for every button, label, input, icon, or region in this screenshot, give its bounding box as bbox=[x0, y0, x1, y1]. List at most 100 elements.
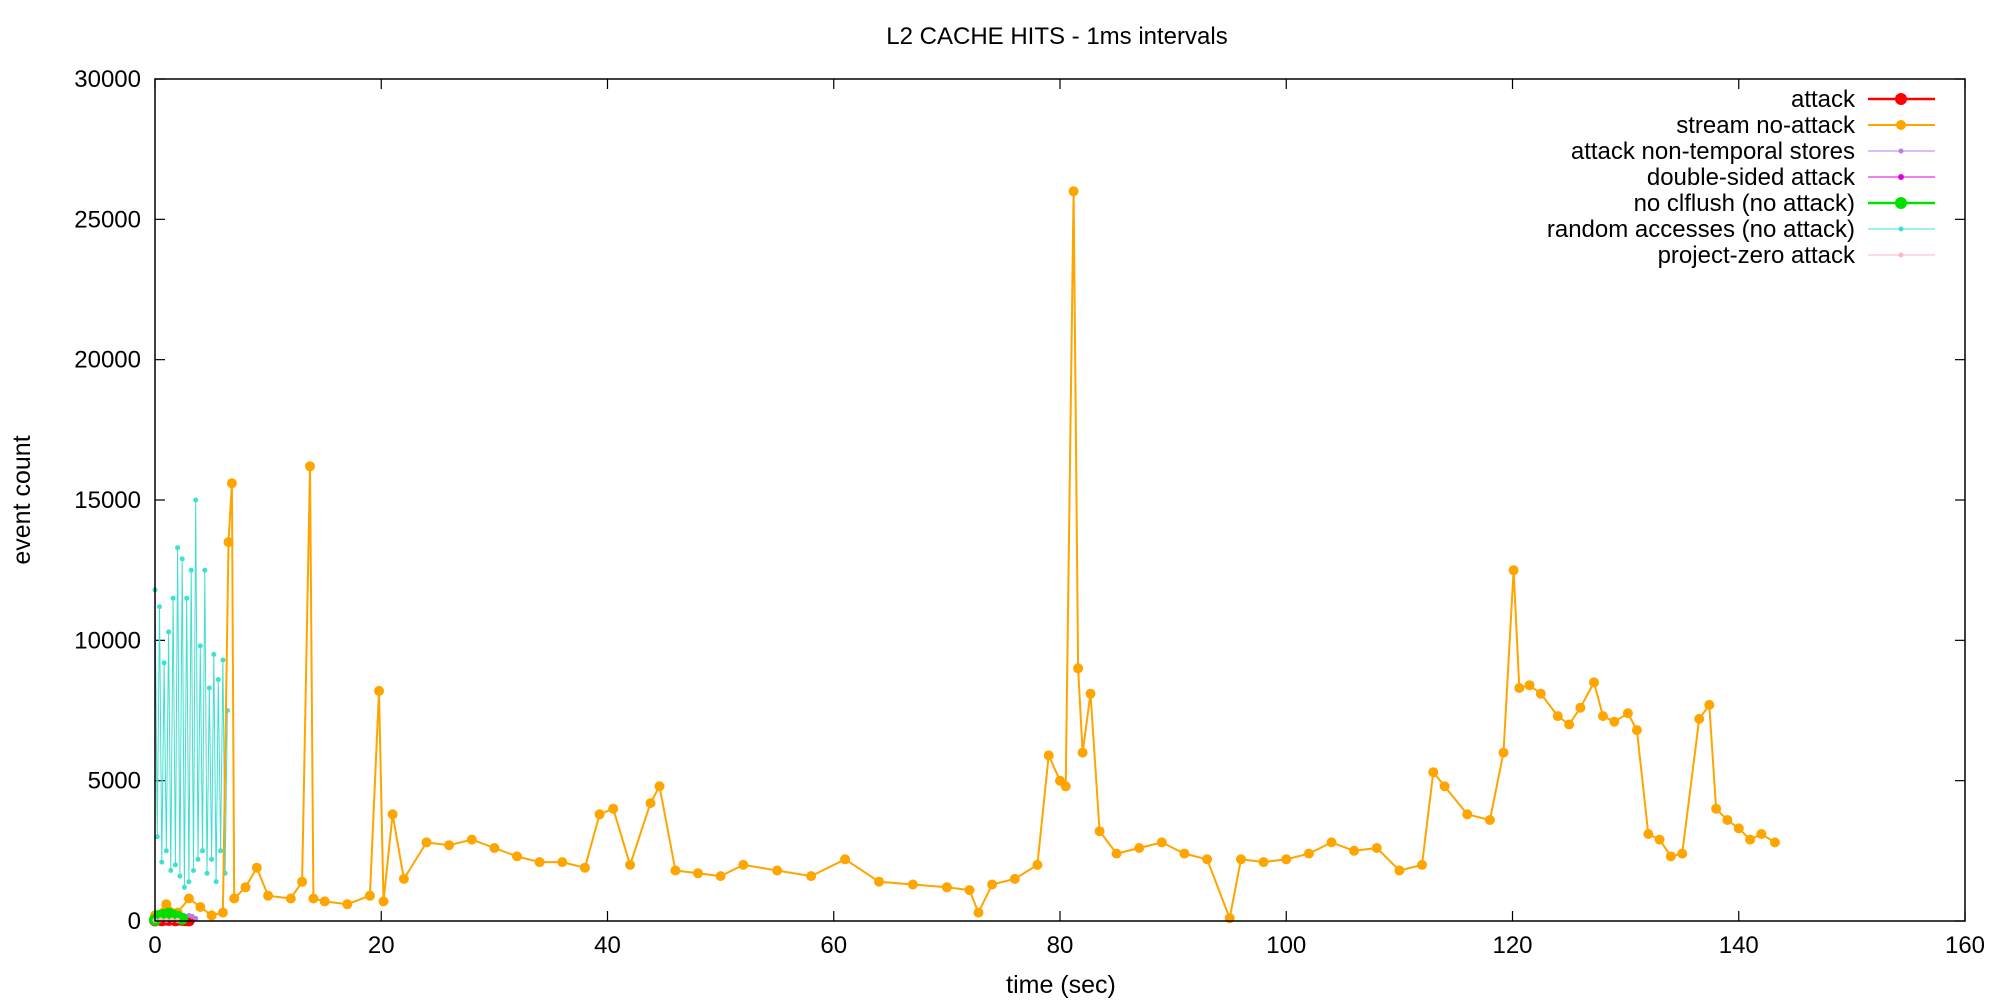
data-point bbox=[1349, 845, 1360, 856]
data-point bbox=[213, 879, 219, 885]
data-point bbox=[1535, 688, 1546, 699]
data-point bbox=[319, 896, 330, 907]
y-tick-label: 5000 bbox=[88, 768, 141, 795]
data-point bbox=[197, 643, 203, 649]
data-point bbox=[1733, 823, 1744, 834]
data-point bbox=[168, 868, 174, 873]
data-point bbox=[654, 781, 665, 792]
data-point bbox=[1417, 859, 1427, 870]
data-point bbox=[177, 873, 183, 879]
data-point bbox=[1665, 851, 1676, 862]
data-point bbox=[229, 893, 240, 904]
data-point bbox=[806, 871, 817, 882]
data-point bbox=[941, 882, 952, 893]
data-point bbox=[1179, 848, 1190, 859]
data-point bbox=[738, 859, 749, 870]
data-point bbox=[1077, 747, 1088, 758]
data-point bbox=[670, 865, 681, 876]
data-point bbox=[1609, 716, 1620, 727]
data-point bbox=[874, 876, 884, 887]
data-point bbox=[157, 604, 162, 610]
legend-swatch-marker bbox=[1898, 226, 1904, 232]
data-point bbox=[220, 657, 226, 663]
data-point bbox=[364, 890, 375, 901]
y-tick-label: 0 bbox=[128, 908, 141, 935]
data-point bbox=[1462, 809, 1473, 820]
data-point bbox=[1622, 708, 1633, 719]
data-point bbox=[1439, 781, 1450, 792]
data-point bbox=[1085, 688, 1096, 699]
y-axis-label: event count bbox=[8, 435, 36, 564]
data-point bbox=[285, 893, 296, 904]
data-point bbox=[625, 859, 636, 870]
data-point bbox=[1769, 837, 1780, 848]
data-point bbox=[1068, 186, 1079, 197]
data-point bbox=[191, 868, 196, 873]
data-point bbox=[772, 865, 783, 876]
data-point bbox=[1043, 750, 1054, 761]
x-tick-label: 0 bbox=[148, 932, 161, 959]
data-point bbox=[263, 890, 274, 901]
legend-label: random accesses (no attack) bbox=[1547, 216, 1855, 243]
data-point bbox=[1303, 848, 1314, 859]
data-point bbox=[579, 862, 590, 873]
data-point bbox=[374, 685, 384, 696]
data-point bbox=[387, 809, 398, 820]
series-line bbox=[154, 499, 228, 888]
data-point bbox=[1564, 719, 1575, 730]
data-point bbox=[715, 871, 726, 882]
data-point bbox=[170, 595, 176, 601]
legend-swatch-marker bbox=[1895, 93, 1907, 105]
data-point bbox=[444, 840, 455, 851]
data-point bbox=[693, 868, 703, 879]
data-point bbox=[175, 545, 181, 551]
y-tick-label: 30000 bbox=[74, 66, 141, 93]
data-point bbox=[1598, 711, 1608, 722]
data-point bbox=[1032, 859, 1043, 870]
data-point bbox=[1258, 857, 1269, 868]
x-tick-label: 140 bbox=[1719, 932, 1759, 959]
data-point bbox=[183, 893, 194, 904]
data-point bbox=[1654, 834, 1665, 845]
plot-frame bbox=[154, 78, 1966, 922]
legend-swatch-marker bbox=[1895, 197, 1907, 209]
data-point bbox=[195, 856, 201, 862]
data-point bbox=[161, 660, 167, 666]
data-point bbox=[1094, 826, 1105, 837]
data-point bbox=[1524, 680, 1535, 691]
data-point bbox=[987, 879, 998, 890]
legend-label: project-zero attack bbox=[1658, 242, 1856, 269]
data-point bbox=[251, 862, 262, 873]
data-point bbox=[181, 884, 187, 890]
data-point bbox=[188, 567, 194, 573]
data-point bbox=[608, 803, 619, 814]
data-point bbox=[1508, 565, 1519, 576]
x-tick-label: 20 bbox=[368, 932, 395, 959]
data-point bbox=[166, 629, 172, 635]
data-point bbox=[1371, 843, 1382, 853]
data-point bbox=[206, 910, 217, 921]
data-point bbox=[308, 893, 319, 904]
data-point bbox=[1202, 854, 1213, 865]
data-point bbox=[186, 879, 192, 885]
data-point bbox=[378, 896, 389, 907]
legend-label: attack bbox=[1791, 86, 1856, 113]
y-tick-label: 20000 bbox=[74, 347, 141, 374]
data-point bbox=[211, 651, 217, 657]
legend-swatch-marker bbox=[1898, 174, 1904, 180]
data-point bbox=[218, 848, 224, 854]
y-tick-label: 10000 bbox=[74, 627, 141, 654]
data-point bbox=[1643, 829, 1654, 839]
x-tick-label: 60 bbox=[820, 932, 847, 959]
legend-label: double-sided attack bbox=[1647, 164, 1856, 191]
data-point bbox=[163, 917, 169, 923]
data-point bbox=[1060, 781, 1071, 792]
legend-label: no clflush (no attack) bbox=[1634, 190, 1855, 217]
y-tick-label: 25000 bbox=[74, 206, 141, 233]
x-tick-label: 160 bbox=[1945, 932, 1985, 959]
data-point bbox=[305, 461, 315, 472]
legend-label: stream no-attack bbox=[1676, 112, 1856, 139]
